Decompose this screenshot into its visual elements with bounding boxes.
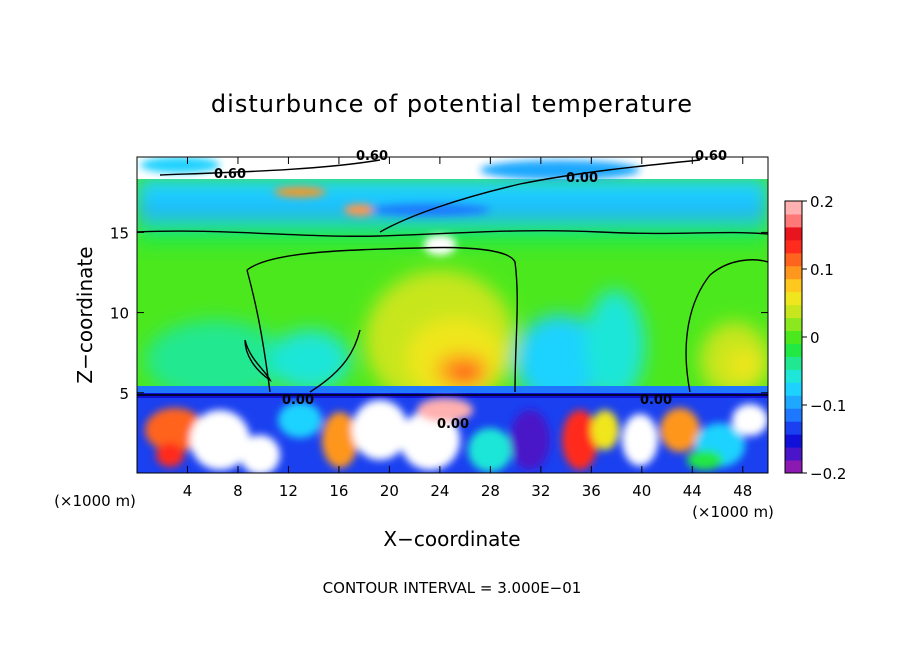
x-tick-label: 8 — [233, 482, 243, 500]
contour-label: 0.00 — [566, 171, 598, 186]
colorbar-tick-label: 0.1 — [810, 261, 834, 279]
colorbar-swatch — [785, 265, 802, 280]
contour-label: 0.00 — [282, 393, 314, 408]
colorbar-swatch — [785, 343, 802, 357]
colorbar-swatch — [785, 447, 802, 461]
colorbar-swatch — [785, 408, 802, 422]
contour-label: 0.60 — [214, 167, 246, 182]
x-axis-title: X−coordinate — [383, 527, 520, 551]
contour-interval-note: CONTOUR INTERVAL = 3.000E−01 — [323, 579, 582, 597]
colorbar-tick-label: 0 — [810, 329, 820, 347]
x-axis: 4 8 12 16 20 24 28 32 36 40 44 48 — [183, 157, 752, 500]
contour-labels: 0.60 0.60 0.60 0.00 0.00 0.00 0.00 — [214, 149, 727, 432]
x-tick-label: 44 — [683, 482, 702, 500]
colorbar-swatch — [785, 330, 802, 344]
colorbar-swatch — [785, 317, 802, 332]
y-axis-title: Z−coordinate — [73, 246, 97, 383]
colorbar-swatch — [785, 291, 802, 306]
contour-label: 0.60 — [356, 149, 388, 164]
colorbar-swatch — [785, 239, 802, 254]
colorbar-swatch — [785, 434, 802, 448]
x-tick-label: 4 — [183, 482, 193, 500]
colorbar-swatch — [785, 421, 802, 435]
colorbar-tick-label: −0.2 — [810, 465, 846, 483]
colorbar-swatch — [785, 304, 802, 319]
x-tick-label: 24 — [430, 482, 449, 500]
chart-title: disturbunce of potential temperature — [211, 90, 693, 118]
colorbar-swatch — [785, 460, 802, 474]
x-tick-label: 32 — [531, 482, 550, 500]
y-axis: 5 10 15 — [110, 224, 768, 403]
colorbar-swatch — [785, 278, 802, 293]
colorbar-swatch — [785, 213, 802, 228]
colorbar-swatch — [785, 382, 802, 396]
plot-area — [137, 157, 768, 473]
colorbar-swatch — [785, 395, 802, 409]
colorbar: 0.2 0.1 0 −0.1 −0.2 — [784, 193, 846, 483]
x-tick-label: 12 — [279, 482, 298, 500]
colorbar-swatch — [785, 252, 802, 267]
x-unit-label-right: (×1000 m) — [692, 503, 774, 521]
x-unit-label-left: (×1000 m) — [54, 492, 136, 510]
contour-label: 0.60 — [695, 149, 727, 164]
colorbar-swatch — [785, 226, 802, 241]
colorbar-swatch — [785, 369, 802, 383]
colorbar-tick-label: 0.2 — [810, 193, 834, 211]
contour-label: 0.00 — [640, 393, 672, 408]
colorbar-swatch — [785, 201, 802, 215]
x-tick-label: 48 — [733, 482, 752, 500]
colorbar-swatch — [785, 356, 802, 370]
x-tick-label: 36 — [582, 482, 601, 500]
plot-frame — [136, 156, 769, 474]
x-tick-label: 16 — [329, 482, 348, 500]
x-tick-label: 20 — [380, 482, 399, 500]
y-tick-label: 10 — [110, 305, 129, 323]
y-tick-label: 15 — [110, 224, 129, 242]
x-tick-label: 40 — [632, 482, 651, 500]
colorbar-tick-label: −0.1 — [810, 397, 846, 415]
contour-label: 0.00 — [437, 417, 469, 432]
x-tick-label: 28 — [481, 482, 500, 500]
y-tick-label: 5 — [119, 385, 129, 403]
